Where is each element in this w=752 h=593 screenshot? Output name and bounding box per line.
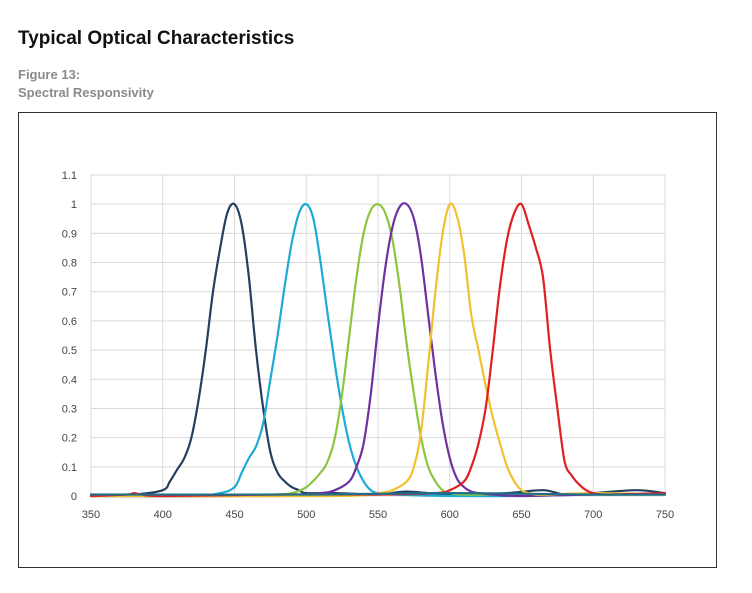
y-tick-label: 0.7: [62, 287, 77, 299]
y-tick-label: 0.8: [62, 258, 77, 270]
series-line-7: [89, 492, 667, 496]
y-tick-label: 0.6: [62, 316, 77, 328]
chart-frame: 0 0.1 0.2 0.3 0.4 0.5 0.6 0.7 0.8 0.9 1 1.1 350 400 45…: [18, 112, 717, 568]
figure-label: Figure 13: Spectral Responsivity: [18, 66, 154, 102]
x-tick-label: 500: [297, 509, 315, 521]
page-title: Typical Optical Characteristics: [18, 28, 295, 49]
x-tick-label: 650: [512, 509, 530, 521]
y-tick-label: 1.1: [62, 170, 77, 182]
x-tick-label: 600: [441, 509, 459, 521]
x-tick-label: 350: [82, 509, 100, 521]
figure-title: Spectral Responsivity: [18, 85, 154, 100]
y-tick-label: 1: [71, 199, 77, 211]
x-tick-label: 450: [225, 509, 243, 521]
spectral-responsivity-chart: 0 0.1 0.2 0.3 0.4 0.5 0.6 0.7 0.8 0.9 1 1.1 350 400 45…: [62, 170, 674, 521]
figure-number: Figure 13:: [18, 67, 81, 82]
y-tick-label: 0.5: [62, 345, 77, 357]
x-tick-label: 400: [154, 509, 172, 521]
y-tick-label: 0.3: [62, 403, 77, 415]
y-tick-label: 0.4: [62, 374, 77, 386]
x-tick-label: 550: [369, 509, 387, 521]
x-tick-label: 700: [584, 509, 602, 521]
y-tick-label: 0: [71, 491, 77, 503]
y-tick-label: 0.1: [62, 462, 77, 474]
y-tick-label: 0.9: [62, 228, 77, 240]
x-tick-label: 750: [656, 509, 674, 521]
y-tick-label: 0.2: [62, 433, 77, 445]
